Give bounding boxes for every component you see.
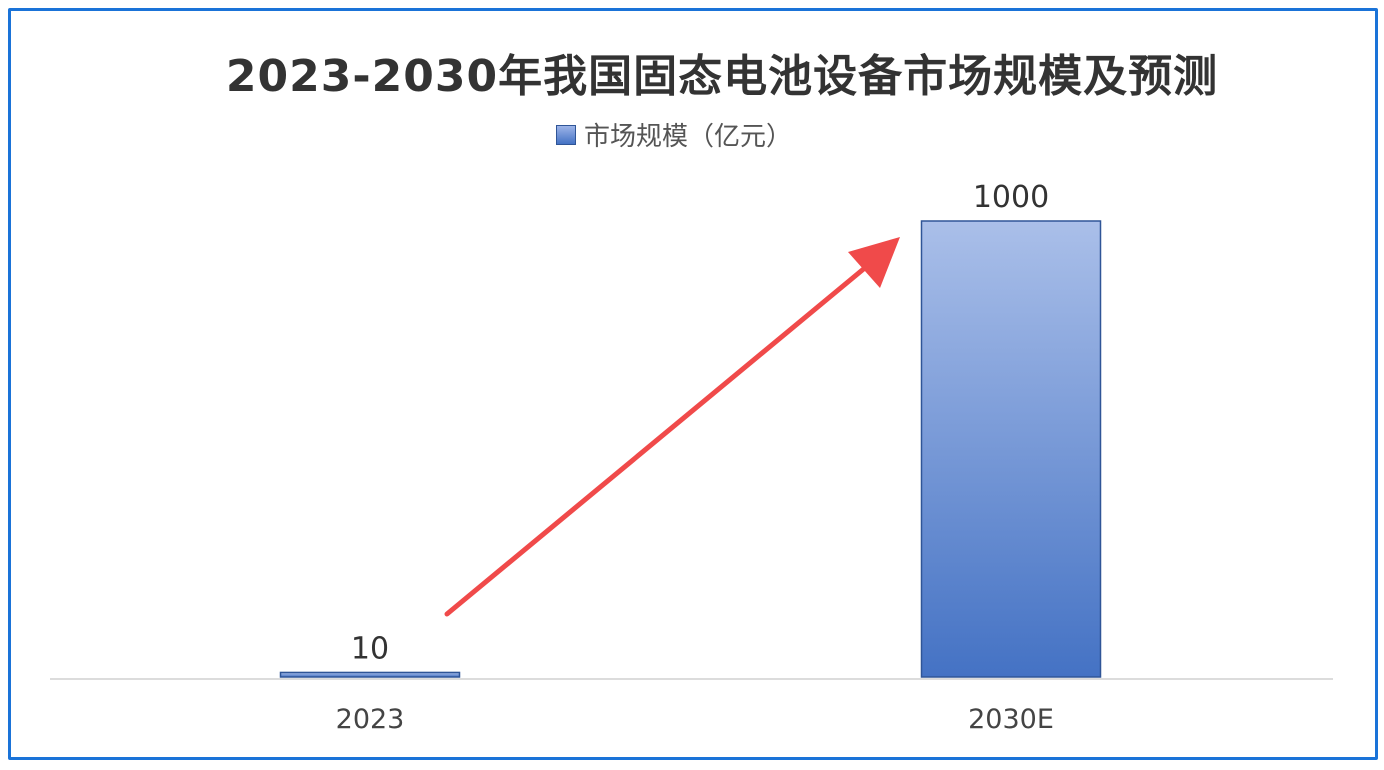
chart-frame xyxy=(8,8,1378,760)
data-label-2023: 10 xyxy=(351,631,389,666)
legend: 市场规模（亿元） xyxy=(556,116,792,153)
x-tick-label-2023: 2023 xyxy=(336,704,405,735)
arrow-shaft xyxy=(444,259,875,617)
chart-title: 2023-2030年我国固态电池设备市场规模及预测 xyxy=(225,51,1219,102)
bar-2023 xyxy=(279,671,461,678)
bar-2030E xyxy=(920,220,1102,678)
legend-label: 市场规模（亿元） xyxy=(584,122,793,152)
x-tick-label-2030E: 2030E xyxy=(968,704,1054,735)
arrow-head xyxy=(848,237,900,288)
legend-swatch xyxy=(556,124,576,145)
data-label-2030E: 1000 xyxy=(973,180,1049,215)
